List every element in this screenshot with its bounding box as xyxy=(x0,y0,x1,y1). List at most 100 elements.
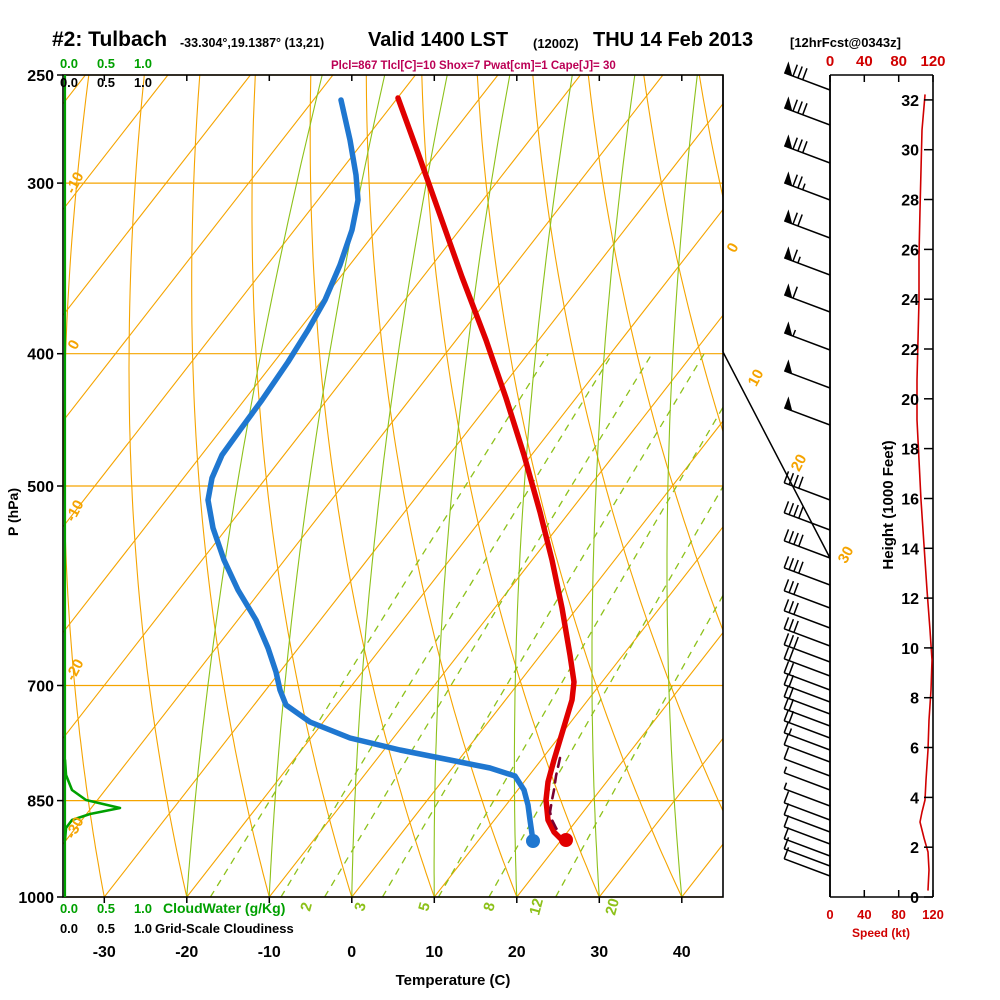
wind-barb xyxy=(783,697,831,727)
wind-barb xyxy=(783,847,831,877)
height-axis-label: Height (1000 Feet) xyxy=(880,440,897,569)
wind-barb xyxy=(783,529,831,559)
mixing-ratio-label: 20 xyxy=(602,897,623,918)
height-tick-label: 20 xyxy=(901,392,919,409)
wind-barb xyxy=(783,673,831,703)
cloudiness-tick-label: 1.0 xyxy=(134,921,152,936)
speed-tick-label: 80 xyxy=(891,907,905,922)
wind-barb xyxy=(783,246,831,276)
cloudwater-axis-label: CloudWater (g/Kg) xyxy=(163,900,285,916)
height-tick-label: 18 xyxy=(901,442,919,459)
isotherm-label: 20 xyxy=(788,452,811,475)
wind-barb xyxy=(783,782,831,807)
wind-barb xyxy=(783,579,831,609)
wind-barb xyxy=(783,359,831,389)
wind-barb xyxy=(783,685,831,715)
isotherm-label: 0 xyxy=(724,240,743,255)
wind-barb xyxy=(783,721,831,751)
cloudwater-tick-label: 0.0 xyxy=(60,56,78,71)
height-tick-label: 2 xyxy=(910,840,919,857)
cloudiness-tick-label: 1.0 xyxy=(134,75,152,90)
height-tick-label: 16 xyxy=(901,491,919,508)
temperature-axis-label: Temperature (C) xyxy=(396,972,511,989)
valid-date: THU 14 Feb 2013 xyxy=(593,29,754,51)
temperature-tick-label: -30 xyxy=(93,944,116,961)
isotherm-label: -10 xyxy=(62,169,87,196)
height-tick-label: 10 xyxy=(901,641,919,658)
wind-barb xyxy=(783,61,831,91)
pressure-tick-label: 1000 xyxy=(18,890,54,907)
pressure-tick-label: 850 xyxy=(27,794,54,811)
mixing-ratio-label: 3 xyxy=(351,901,370,913)
wind-barb xyxy=(783,471,831,501)
temperature-tick-label: 0 xyxy=(347,944,356,961)
height-tick-label: 28 xyxy=(901,193,919,210)
series-temperature xyxy=(395,95,577,843)
series-dewpoint xyxy=(205,97,535,837)
temperature-surface-dot xyxy=(559,833,573,847)
temperature-tick-label: -10 xyxy=(258,944,281,961)
cloudiness-tick-label: 0.0 xyxy=(60,75,78,90)
cloudwater-tick-label: 0.5 xyxy=(97,901,115,916)
valid-time-zulu: (1200Z) xyxy=(533,36,579,51)
pressure-tick-label: 250 xyxy=(27,68,54,85)
cloudiness-axis-label: Grid-Scale Cloudiness xyxy=(155,921,294,936)
wind-barb xyxy=(783,171,831,201)
series-cloudwater xyxy=(63,758,122,842)
isotherm-label: 10 xyxy=(745,367,768,390)
pressure-tick-label: 500 xyxy=(27,479,54,496)
speed-tick-label: 0 xyxy=(826,907,833,922)
temperature-tick-label: -20 xyxy=(175,944,198,961)
wind-barb xyxy=(783,766,831,791)
height-tick-label: 14 xyxy=(901,541,919,558)
temperature-tick-label: 30 xyxy=(590,944,608,961)
cloudiness-tick-label: 0.5 xyxy=(97,921,115,936)
speed-tick-label: 40 xyxy=(856,53,873,70)
wind-barb xyxy=(783,283,831,313)
height-tick-label: 0 xyxy=(910,890,919,907)
cloudwater-tick-label: 1.0 xyxy=(134,56,152,71)
pressure-tick-label: 300 xyxy=(27,176,54,193)
valid-time: Valid 1400 LST xyxy=(368,29,509,51)
isotherm-label: -20 xyxy=(62,656,87,683)
wind-barb xyxy=(783,134,831,164)
cloudiness-tick-label: 0.0 xyxy=(60,921,78,936)
cloudiness-tick-label: 0.5 xyxy=(97,75,115,90)
series-parcel xyxy=(548,756,562,836)
wind-barb xyxy=(783,599,831,629)
height-tick-label: 8 xyxy=(910,691,919,708)
wind-barb xyxy=(783,396,831,426)
speed-tick-label: 120 xyxy=(920,53,945,70)
isotherm-label: 0 xyxy=(65,337,84,352)
speed-axis-label: Speed (kt) xyxy=(852,926,910,940)
cloudwater-tick-label: 1.0 xyxy=(134,901,152,916)
speed-tick-label: 0 xyxy=(826,53,834,70)
isotherm-label: -10 xyxy=(62,497,87,524)
height-tick-label: 30 xyxy=(901,143,919,160)
wind-barb xyxy=(783,661,831,691)
wind-barb xyxy=(783,837,831,867)
height-tick-label: 22 xyxy=(901,342,919,359)
pressure-axis-label: P (hPa) xyxy=(5,488,21,536)
wind-barb xyxy=(783,815,831,845)
forecast-stamp: [12hrFcst@0343z] xyxy=(790,35,901,50)
height-tick-label: 12 xyxy=(901,591,919,608)
mixing-ratio-label: 2 xyxy=(297,901,316,913)
wind-barb xyxy=(783,827,831,857)
isotherm-label: 30 xyxy=(835,544,858,567)
chart-frame xyxy=(62,74,934,898)
wind-barb xyxy=(783,96,831,126)
speed-tick-label: 40 xyxy=(857,907,871,922)
wind-barb xyxy=(783,803,831,833)
chart-series xyxy=(63,94,933,891)
axis-ticks xyxy=(57,74,934,903)
series-speed xyxy=(916,94,933,891)
wind-barb-column xyxy=(783,61,831,877)
dewpoint-surface-dot xyxy=(526,834,540,848)
station-coordinates: -33.304°,19.1387° (13,21) xyxy=(180,36,325,50)
temperature-tick-label: 10 xyxy=(425,944,443,961)
wind-barb xyxy=(783,321,831,351)
